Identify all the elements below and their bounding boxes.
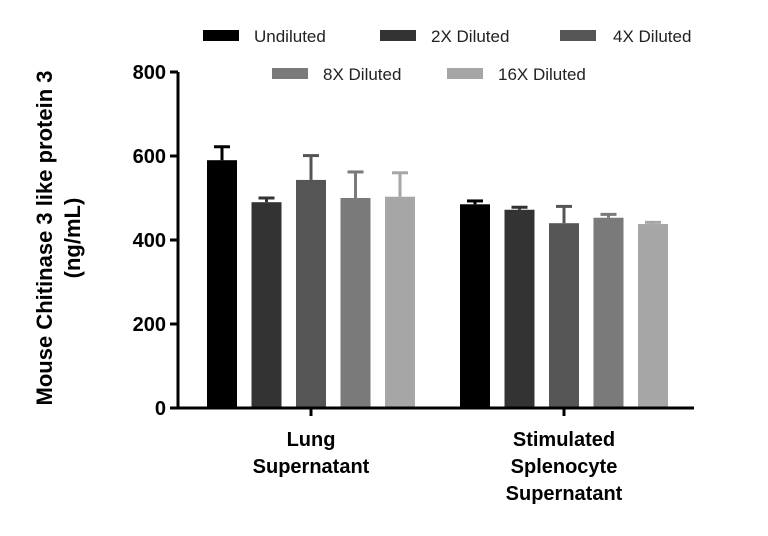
bar xyxy=(207,160,237,408)
y-tick-label: 0 xyxy=(155,398,166,420)
y-axis: 0 200 400 600 800 xyxy=(133,62,180,420)
bar xyxy=(638,224,668,408)
bar xyxy=(549,223,579,408)
plot-area xyxy=(207,145,668,408)
y-axis-label-line2: (ng/mL) xyxy=(60,198,85,279)
legend-label: 8X Diluted xyxy=(323,65,401,84)
legend: Undiluted 2X Diluted 4X Diluted 8X Diluted 1… xyxy=(203,27,691,84)
y-tick-label: 200 xyxy=(133,314,166,336)
bar xyxy=(460,204,490,408)
y-tick-label: 400 xyxy=(133,230,166,252)
x-category-label: Supernatant xyxy=(253,456,370,478)
legend-item: 8X Diluted xyxy=(272,65,401,84)
bar xyxy=(340,198,371,408)
x-category-label: Stimulated xyxy=(513,429,615,451)
legend-swatch xyxy=(272,68,308,79)
x-category-label: Lung xyxy=(287,429,336,451)
legend-label: Undiluted xyxy=(254,27,326,46)
legend-swatch xyxy=(380,30,416,41)
legend-item: 2X Diluted xyxy=(380,27,509,46)
legend-label: 4X Diluted xyxy=(613,27,691,46)
y-axis-label: Mouse Chitinase 3 like protein 3 (ng/mL) xyxy=(32,71,85,406)
bar xyxy=(593,217,624,408)
y-tick-label: 800 xyxy=(133,62,166,84)
legend-swatch xyxy=(203,30,239,41)
legend-swatch xyxy=(560,30,596,41)
legend-item: Undiluted xyxy=(203,27,326,46)
legend-label: 16X Diluted xyxy=(498,65,586,84)
y-tick-label: 600 xyxy=(133,146,166,168)
bar xyxy=(504,209,535,408)
legend-swatch xyxy=(447,68,483,79)
bar xyxy=(251,202,282,408)
x-axis: Lung Supernatant Stimulated Splenocyte Super… xyxy=(176,406,694,505)
x-category-label: Supernatant xyxy=(506,483,623,505)
bar xyxy=(296,179,326,408)
bar xyxy=(385,196,415,408)
legend-label: 2X Diluted xyxy=(431,27,509,46)
y-axis-label-line1: Mouse Chitinase 3 like protein 3 xyxy=(32,71,57,406)
x-category-label: Splenocyte xyxy=(511,456,618,478)
legend-item: 16X Diluted xyxy=(447,65,586,84)
legend-item: 4X Diluted xyxy=(560,27,691,46)
